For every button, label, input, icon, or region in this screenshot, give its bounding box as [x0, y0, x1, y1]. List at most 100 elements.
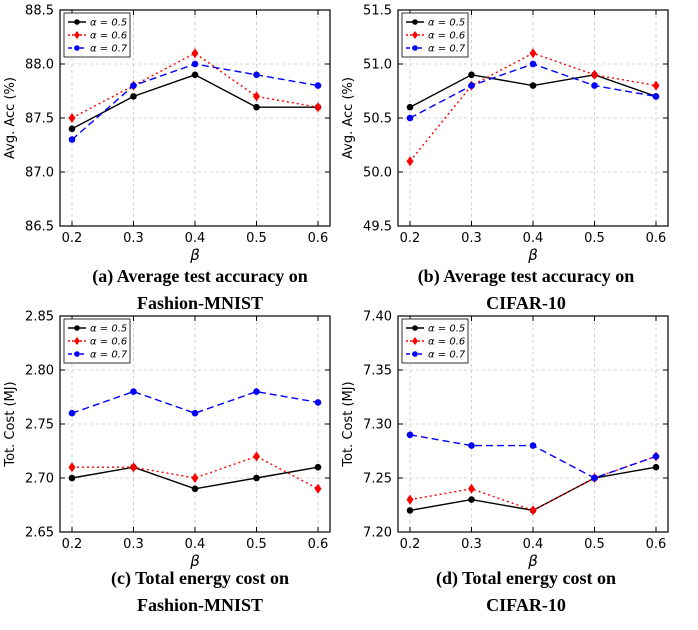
x-tick-label: 0.3 — [123, 537, 144, 552]
panel-caption-line-2: CIFAR-10 — [486, 293, 566, 313]
series-line-2 — [72, 455, 319, 490]
data-point-circle — [68, 136, 76, 143]
legend-label-3: α = 0.7 — [428, 44, 466, 55]
legend-label-2: α = 0.6 — [428, 337, 465, 348]
y-axis-label: Tot. Cost (MJ) — [3, 381, 18, 467]
data-point-diamond — [406, 494, 414, 505]
legend: α = 0.5 α = 0.6 α = 0.7 — [401, 318, 469, 364]
data-point-diamond — [191, 48, 199, 59]
data-point-circle — [468, 71, 475, 79]
data-point-circle — [130, 93, 137, 100]
x-axis-label: β — [189, 552, 200, 570]
legend-marker-diamond — [412, 31, 418, 39]
legend: α = 0.5 α = 0.6 α = 0.7 — [63, 318, 131, 364]
x-axis-label: β — [527, 552, 538, 570]
panel-caption-line-2: CIFAR-10 — [486, 595, 566, 615]
data-point-circle — [68, 409, 76, 417]
data-point-circle — [191, 71, 199, 79]
data-point-circle — [652, 93, 660, 100]
legend-label-2: α = 0.6 — [90, 31, 127, 42]
legend-marker-circle — [412, 351, 418, 357]
data-point-diamond — [529, 48, 537, 59]
y-axis-label: Avg. Acc (%) — [3, 77, 18, 159]
data-point-circle — [529, 442, 537, 449]
plot-frame — [59, 9, 331, 227]
x-tick-label: 0.4 — [185, 231, 206, 246]
chart-panel-4: 0.2 0.3 0.4 0.5 0.6 7.20 7.25 7.30 7.35 7.40 β Tot.… — [341, 310, 669, 615]
y-tick-label: 50.0 — [363, 166, 392, 181]
data-point-diamond — [191, 473, 199, 483]
data-point-diamond — [68, 113, 76, 123]
x-tick-label: 0.4 — [185, 537, 206, 552]
x-tick-label: 0.3 — [461, 537, 482, 552]
x-tick-label: 0.4 — [523, 537, 544, 552]
data-point-circle — [406, 431, 414, 439]
data-point-circle — [529, 82, 537, 89]
x-tick-label: 0.5 — [246, 537, 267, 552]
y-tick-label: 86.5 — [25, 220, 54, 235]
y-axis-label: Avg. Acc (%) — [341, 77, 356, 159]
data-point-circle — [253, 103, 260, 111]
data-point-circle — [406, 103, 414, 111]
data-point-diamond — [314, 102, 322, 113]
y-tick-label: 2.65 — [25, 526, 54, 541]
x-tick-label: 0.5 — [246, 231, 267, 246]
x-tick-label: 0.2 — [62, 231, 83, 246]
x-tick-label: 0.2 — [400, 537, 421, 552]
panel-caption-line-2: Fashion-MNIST — [137, 293, 263, 313]
y-tick-label: 50.5 — [363, 112, 392, 127]
data-point-circle — [253, 388, 260, 395]
legend-label-1: α = 0.5 — [428, 324, 465, 335]
data-point-circle — [468, 442, 475, 449]
legend-label-3: α = 0.7 — [90, 44, 128, 55]
y-tick-label: 7.40 — [363, 310, 392, 325]
data-point-circle — [314, 399, 322, 406]
data-point-circle — [68, 474, 76, 482]
legend-marker-diamond — [74, 31, 80, 39]
x-tick-label: 0.2 — [62, 537, 83, 552]
data-point-circle — [529, 60, 537, 68]
y-tick-label: 2.85 — [25, 310, 54, 325]
y-tick-label: 7.25 — [363, 472, 392, 487]
data-point-diamond — [253, 91, 260, 102]
legend-marker-diamond — [412, 337, 418, 345]
plot-frame — [59, 315, 331, 533]
chart-panel-2: 0.2 0.3 0.4 0.5 0.6 49.5 50.0 50.5 51.0 51.5 β Avg.… — [341, 4, 669, 313]
legend-marker-circle — [74, 19, 80, 25]
data-point-circle — [468, 496, 475, 503]
panel-caption-line-1: (c) Total energy cost on — [111, 568, 289, 589]
y-tick-label: 87.0 — [25, 166, 54, 181]
data-point-circle — [406, 507, 414, 514]
legend-label-1: α = 0.5 — [90, 324, 127, 335]
legend-marker-circle — [412, 19, 418, 25]
data-point-circle — [191, 60, 199, 68]
legend-marker-circle — [412, 325, 418, 331]
data-point-circle — [652, 453, 660, 460]
data-point-diamond — [652, 80, 660, 91]
data-point-diamond — [406, 156, 414, 167]
y-tick-label: 7.30 — [363, 418, 392, 433]
series-line-2 — [71, 52, 319, 119]
data-point-diamond — [130, 462, 137, 473]
legend-marker-circle — [74, 45, 80, 51]
plot-frame — [397, 315, 669, 533]
data-point-diamond — [68, 462, 76, 473]
legend-label-3: α = 0.7 — [428, 350, 466, 361]
data-point-circle — [314, 463, 322, 471]
legend-label-3: α = 0.7 — [90, 350, 128, 361]
x-axis-label: β — [527, 246, 538, 264]
data-point-circle — [130, 388, 137, 395]
legend-label-2: α = 0.6 — [428, 31, 465, 42]
panel-caption-line-2: Fashion-MNIST — [137, 595, 263, 615]
legend-marker-circle — [412, 45, 418, 51]
y-tick-label: 87.5 — [25, 112, 54, 127]
x-axis-label: β — [189, 246, 200, 264]
data-point-circle — [591, 474, 598, 482]
x-tick-label: 0.6 — [308, 537, 329, 552]
data-point-circle — [130, 82, 137, 89]
x-tick-label: 0.5 — [584, 537, 605, 552]
y-axis-label: Tot. Cost (MJ) — [341, 381, 356, 467]
y-tick-label: 2.75 — [25, 418, 54, 433]
y-tick-label: 2.70 — [25, 472, 54, 487]
x-tick-label: 0.4 — [523, 231, 544, 246]
